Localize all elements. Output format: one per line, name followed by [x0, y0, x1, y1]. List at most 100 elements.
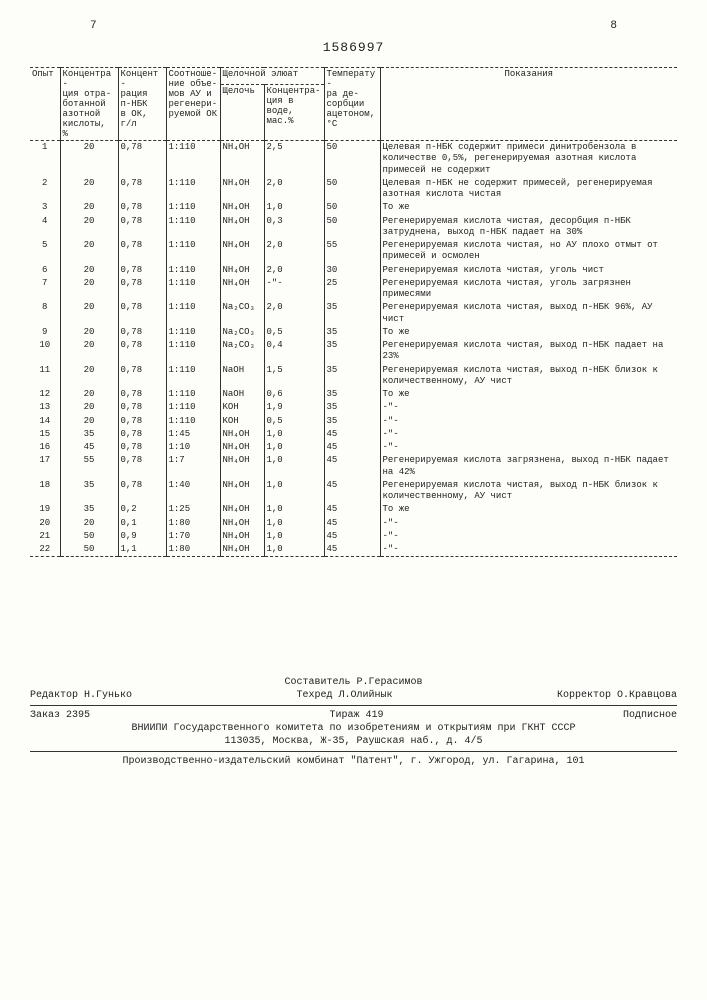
cell: -"-	[380, 543, 677, 557]
cell: 21	[30, 530, 60, 543]
cell: 35	[60, 428, 118, 441]
cell: 20	[60, 339, 118, 364]
cell: 0,78	[118, 388, 166, 401]
table-body: 1200,781:110NH₄OH2,550Целевая п-НБК соде…	[30, 141, 677, 557]
cell: 1:70	[166, 530, 220, 543]
cell: -"-	[380, 517, 677, 530]
cell: 50	[324, 177, 380, 202]
cell: 3	[30, 201, 60, 214]
table-row: 19350,21:25NH₄OH1,045То же	[30, 503, 677, 516]
cell: 15	[30, 428, 60, 441]
cell: 1:40	[166, 479, 220, 504]
cell: -"-	[380, 441, 677, 454]
cell: 22	[30, 543, 60, 557]
cell: -"-	[264, 277, 324, 302]
cell: 1:80	[166, 517, 220, 530]
cell: 20	[60, 239, 118, 264]
cell: Регенерируемая кислота чистая, выход п-Н…	[380, 339, 677, 364]
cell: 1,0	[264, 201, 324, 214]
cell: 1:110	[166, 326, 220, 339]
cell: NH₄OH	[220, 277, 264, 302]
cell: 45	[324, 543, 380, 557]
table-row: 4200,781:110NH₄OH0,350Регенерируемая кис…	[30, 215, 677, 240]
table-row: 12200,781:110NaOH0,635То же	[30, 388, 677, 401]
cell: 6	[30, 264, 60, 277]
cell: 1:10	[166, 441, 220, 454]
cell: NH₄OH	[220, 177, 264, 202]
cell: NH₄OH	[220, 503, 264, 516]
cell: 1,1	[118, 543, 166, 557]
cell: NH₄OH	[220, 479, 264, 504]
cell: 45	[60, 441, 118, 454]
data-table: Опыт Концентра- ция отра- ботанной азотн…	[30, 67, 677, 557]
cell: 0,78	[118, 454, 166, 479]
footer-tirazh: Тираж 419	[329, 710, 383, 721]
cell: 1:110	[166, 339, 220, 364]
cell: 45	[324, 479, 380, 504]
cell: 1:110	[166, 141, 220, 177]
th-conc2: Концент- рация п-НБК в ОК, г/л	[118, 68, 166, 141]
cell: 20	[60, 215, 118, 240]
cell: 1:110	[166, 201, 220, 214]
cell: 2,0	[264, 264, 324, 277]
cell: Регенерируемая кислота чистая, уголь чис…	[380, 264, 677, 277]
footer-redaktor: Редактор Н.Гунько	[30, 690, 132, 701]
cell: 4	[30, 215, 60, 240]
footer-zakaz: Заказ 2395	[30, 710, 90, 721]
table-row: 18350,781:40NH₄OH1,045Регенерируемая кис…	[30, 479, 677, 504]
footer-korrektor: Корректор О.Кравцова	[557, 690, 677, 701]
cell: 1,0	[264, 530, 324, 543]
cell: 1:110	[166, 177, 220, 202]
cell: 1:110	[166, 415, 220, 428]
footer-sostavitel: Составитель Р.Герасимов	[30, 677, 677, 688]
cell: 0,78	[118, 339, 166, 364]
cell: NH₄OH	[220, 441, 264, 454]
cell: То же	[380, 201, 677, 214]
th-opyt: Опыт	[30, 68, 60, 141]
cell: -"-	[380, 401, 677, 414]
cell: Регенерируемая кислота чистая, выход п-Н…	[380, 301, 677, 326]
th-conc3: Концентра- ция в воде, мас.%	[264, 84, 324, 140]
page-left: 7	[90, 20, 97, 32]
cell: 1:110	[166, 239, 220, 264]
cell: 1:110	[166, 277, 220, 302]
cell: 2,0	[264, 239, 324, 264]
cell: 1:110	[166, 301, 220, 326]
cell: То же	[380, 326, 677, 339]
th-ratio: Соотноше- ние объе- мов АУ и регенери- р…	[166, 68, 220, 141]
cell: Регенерируемая кислота чистая, уголь заг…	[380, 277, 677, 302]
cell: 0,78	[118, 201, 166, 214]
th-pokaz: Показания	[380, 68, 677, 141]
cell: 20	[60, 177, 118, 202]
cell: 2,5	[264, 141, 324, 177]
cell: 20	[60, 388, 118, 401]
cell: 0,78	[118, 239, 166, 264]
cell: 17	[30, 454, 60, 479]
cell: -"-	[380, 415, 677, 428]
cell: 50	[324, 201, 380, 214]
cell: 1:110	[166, 215, 220, 240]
patent-number: 1586997	[30, 40, 677, 55]
cell: 19	[30, 503, 60, 516]
cell: 20	[60, 141, 118, 177]
cell: 50	[60, 543, 118, 557]
footer-podpisnoe: Подписное	[623, 710, 677, 721]
table-row: 3200,781:110NH₄OH1,050То же	[30, 201, 677, 214]
th-alk-group: Щелочной элюат	[220, 68, 324, 85]
cell: 20	[60, 264, 118, 277]
cell: 1	[30, 141, 60, 177]
cell: 1,0	[264, 428, 324, 441]
table-row: 8200,781:110Na₂CO₃2,035Регенерируемая ки…	[30, 301, 677, 326]
cell: 45	[324, 530, 380, 543]
cell: 10	[30, 339, 60, 364]
page-right: 8	[610, 20, 617, 32]
cell: 7	[30, 277, 60, 302]
table-row: 6200,781:110NH₄OH2,030Регенерируемая кис…	[30, 264, 677, 277]
cell: 2	[30, 177, 60, 202]
cell: Na₂CO₃	[220, 339, 264, 364]
cell: 14	[30, 415, 60, 428]
table-row: 7200,781:110NH₄OH-"-25Регенерируемая кис…	[30, 277, 677, 302]
cell: 0,78	[118, 215, 166, 240]
cell: 0,5	[264, 326, 324, 339]
cell: 20	[60, 277, 118, 302]
